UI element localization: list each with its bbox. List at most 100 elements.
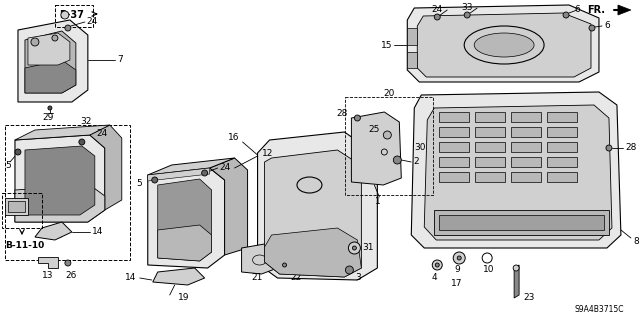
Circle shape: [394, 156, 401, 164]
Text: B-11-10: B-11-10: [5, 241, 44, 249]
Bar: [439, 172, 469, 182]
Bar: [55, 5, 93, 27]
Circle shape: [513, 265, 519, 271]
Text: 17: 17: [451, 278, 463, 287]
Circle shape: [464, 12, 470, 18]
Polygon shape: [148, 168, 210, 181]
Bar: [511, 157, 541, 167]
Circle shape: [457, 256, 461, 260]
Polygon shape: [38, 257, 58, 268]
Text: 9: 9: [454, 264, 460, 273]
Text: 23: 23: [523, 293, 534, 302]
Circle shape: [65, 260, 71, 266]
Polygon shape: [15, 185, 105, 222]
Text: 24: 24: [87, 17, 98, 26]
Polygon shape: [25, 31, 76, 93]
Circle shape: [589, 25, 595, 31]
Polygon shape: [25, 60, 76, 93]
Text: 6: 6: [574, 5, 580, 14]
Text: 28: 28: [625, 144, 636, 152]
Text: 24: 24: [220, 162, 231, 172]
Bar: [547, 142, 577, 152]
Polygon shape: [424, 105, 612, 240]
Text: S9A4B3715C: S9A4B3715C: [574, 306, 623, 315]
Circle shape: [52, 35, 58, 41]
Polygon shape: [15, 125, 110, 140]
Polygon shape: [15, 135, 105, 222]
Bar: [547, 127, 577, 137]
Text: 32: 32: [80, 117, 92, 127]
Text: 21: 21: [252, 273, 263, 283]
Bar: [511, 142, 541, 152]
Polygon shape: [148, 158, 235, 175]
Circle shape: [61, 11, 69, 19]
Bar: [475, 127, 505, 137]
Bar: [475, 157, 505, 167]
Text: 14: 14: [125, 273, 136, 283]
Polygon shape: [618, 5, 631, 15]
Polygon shape: [153, 268, 205, 285]
Text: 4: 4: [431, 273, 437, 283]
Polygon shape: [35, 222, 72, 240]
Circle shape: [152, 177, 157, 183]
Polygon shape: [25, 146, 95, 215]
Polygon shape: [90, 125, 122, 210]
Circle shape: [453, 252, 465, 264]
Circle shape: [280, 260, 289, 270]
Circle shape: [353, 246, 356, 250]
Text: FR.: FR.: [587, 5, 605, 15]
Text: 31: 31: [362, 243, 374, 253]
Circle shape: [65, 25, 71, 31]
Circle shape: [606, 145, 612, 151]
Polygon shape: [514, 265, 519, 298]
Circle shape: [435, 263, 439, 267]
Polygon shape: [148, 168, 225, 268]
Text: 2: 2: [413, 158, 419, 167]
Polygon shape: [157, 225, 212, 261]
Bar: [475, 112, 505, 122]
Circle shape: [15, 149, 21, 155]
Polygon shape: [351, 112, 401, 185]
Bar: [475, 172, 505, 182]
Circle shape: [348, 242, 360, 254]
Circle shape: [282, 263, 287, 267]
Text: 6: 6: [604, 21, 610, 31]
Text: 24: 24: [97, 130, 108, 138]
Bar: [475, 142, 505, 152]
Circle shape: [383, 131, 391, 139]
Bar: [439, 112, 469, 122]
Text: 3: 3: [355, 273, 361, 283]
Bar: [511, 127, 541, 137]
Polygon shape: [417, 13, 591, 77]
Text: 28: 28: [336, 108, 348, 117]
Circle shape: [381, 149, 387, 155]
Bar: [547, 172, 577, 182]
Circle shape: [202, 170, 207, 176]
Bar: [439, 157, 469, 167]
Bar: [439, 142, 469, 152]
Polygon shape: [241, 244, 278, 274]
Polygon shape: [264, 228, 362, 277]
Text: 14: 14: [92, 227, 103, 236]
Circle shape: [355, 115, 360, 121]
Bar: [346, 97, 433, 195]
Polygon shape: [257, 132, 378, 280]
Polygon shape: [210, 158, 248, 255]
Circle shape: [79, 139, 85, 145]
Text: 19: 19: [178, 293, 189, 302]
Text: 5: 5: [5, 160, 11, 169]
Text: 20: 20: [383, 88, 395, 98]
Polygon shape: [407, 5, 599, 82]
Text: 24: 24: [431, 5, 443, 14]
Circle shape: [432, 260, 442, 270]
Text: 15: 15: [381, 41, 392, 49]
Bar: [511, 112, 541, 122]
Polygon shape: [407, 28, 417, 45]
Text: 30: 30: [414, 144, 426, 152]
Polygon shape: [5, 198, 28, 215]
Bar: [2, 193, 42, 228]
Polygon shape: [28, 33, 70, 65]
Bar: [547, 112, 577, 122]
Text: 13: 13: [42, 271, 53, 280]
Bar: [439, 127, 469, 137]
